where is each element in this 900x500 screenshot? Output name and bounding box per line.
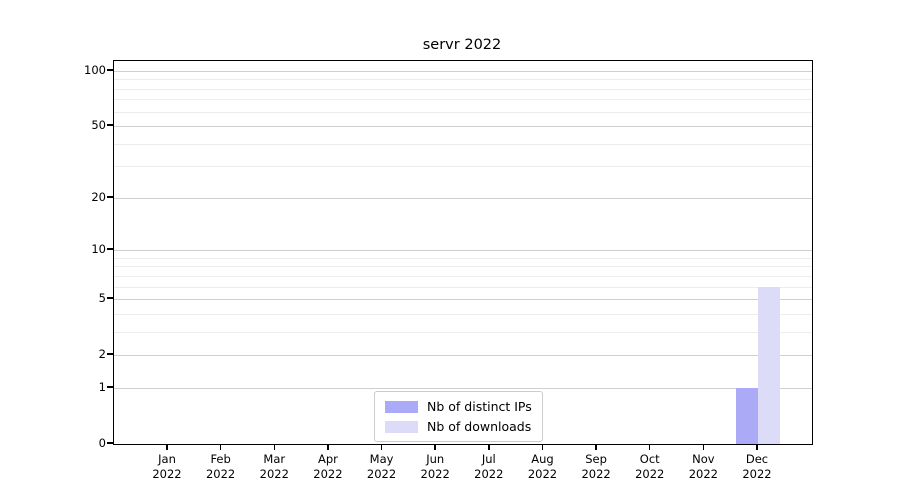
x-tick-label: Sep 2022 <box>581 452 611 481</box>
y-tick-label: 1 <box>98 379 106 394</box>
y-tick-mark <box>107 69 113 71</box>
x-tick-label: Feb 2022 <box>205 452 236 481</box>
x-tick-mark <box>434 444 436 450</box>
x-tick-mark <box>273 444 276 450</box>
gridline-minor <box>114 266 812 268</box>
plot-area <box>113 60 813 445</box>
chart-title: servr 2022 <box>422 37 502 53</box>
gridline-minor <box>114 79 812 81</box>
gridline-major <box>114 355 812 357</box>
gridline-minor <box>114 99 812 101</box>
x-tick-mark <box>166 444 168 450</box>
y-tick-label: 0 <box>98 436 106 450</box>
bar-nb-of-distinct-ips <box>736 387 758 444</box>
x-tick-label: Apr 2022 <box>313 452 343 481</box>
y-tick-label: 50 <box>91 118 106 133</box>
x-tick-mark <box>541 444 544 450</box>
gridline-minor <box>114 286 812 288</box>
y-tick-mark <box>107 248 113 250</box>
x-tick-label: Oct 2022 <box>635 452 665 481</box>
x-tick-mark <box>219 444 222 450</box>
y-tick-label: 2 <box>98 347 106 362</box>
y-tick-label: 100 <box>84 63 106 77</box>
x-tick-mark <box>595 444 597 450</box>
gridline-major <box>114 299 812 301</box>
y-tick-label: 10 <box>91 242 106 257</box>
legend-swatch-distinct-ips <box>385 400 418 413</box>
gridline-minor <box>114 257 812 259</box>
x-tick-mark <box>488 444 490 450</box>
x-tick-label: Mar 2022 <box>259 452 289 481</box>
x-tick-mark <box>648 444 651 450</box>
x-tick-mark <box>756 444 758 450</box>
legend-item: Nb of distinct IPs <box>385 399 532 414</box>
x-tick-label: Jan 2022 <box>152 452 182 481</box>
y-tick-label: 20 <box>91 189 106 204</box>
legend-swatch-downloads <box>385 420 418 433</box>
y-tick-mark <box>107 442 113 444</box>
legend-label: Nb of downloads <box>427 419 532 434</box>
gridline-minor <box>114 111 812 113</box>
y-tick-mark <box>107 124 113 126</box>
y-tick-label: 5 <box>98 291 106 306</box>
gridline-major <box>114 71 812 72</box>
gridline-major <box>114 197 812 199</box>
gridline-minor <box>114 88 812 90</box>
gridline-major <box>114 387 812 389</box>
x-tick-label: Dec 2022 <box>742 452 772 481</box>
legend-item: Nb of downloads <box>385 419 532 434</box>
gridline-minor <box>114 143 812 145</box>
bar-nb-of-downloads <box>758 286 780 444</box>
x-tick-label: Nov 2022 <box>688 452 718 481</box>
gridline-minor <box>114 166 812 168</box>
x-tick-mark <box>702 444 705 450</box>
legend-label: Nb of distinct IPs <box>427 399 532 414</box>
x-tick-label: Jul 2022 <box>474 452 504 481</box>
x-tick-label: Jun 2022 <box>420 452 450 481</box>
x-tick-mark <box>380 444 383 450</box>
gridline-minor <box>114 331 812 333</box>
y-tick-mark <box>107 353 113 355</box>
y-tick-mark <box>107 386 113 388</box>
x-tick-label: Aug 2022 <box>527 452 558 481</box>
y-tick-mark <box>107 196 113 198</box>
x-tick-label: May 2022 <box>366 452 397 481</box>
x-tick-mark <box>327 444 329 450</box>
gridline-major <box>114 250 812 252</box>
gridline-minor <box>114 275 812 277</box>
gridline-minor <box>114 313 812 315</box>
y-tick-mark <box>107 297 113 299</box>
legend: Nb of distinct IPs Nb of downloads <box>374 391 543 442</box>
gridline-major <box>114 126 812 128</box>
